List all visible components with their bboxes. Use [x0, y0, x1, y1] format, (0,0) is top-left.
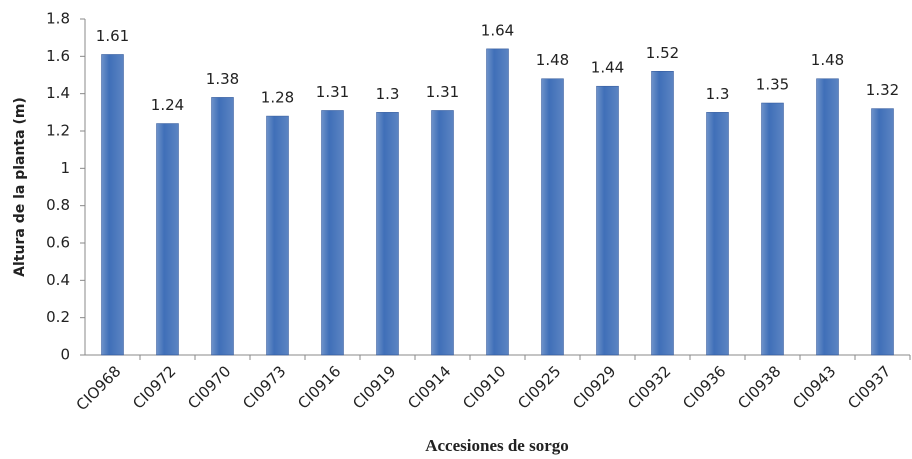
x-tick-label: CI0936 — [679, 362, 729, 412]
y-tick-label: 0 — [60, 346, 70, 364]
bar — [816, 78, 839, 356]
x-tick-label: CI0910 — [459, 362, 509, 412]
x-tick-label: CI0937 — [844, 362, 894, 412]
bar — [321, 110, 344, 356]
bar — [486, 48, 509, 356]
bar — [266, 115, 289, 356]
x-tick-label: CI0929 — [569, 362, 619, 412]
x-tick-label: CI0925 — [514, 362, 564, 412]
y-axis-title: Altura de la planta (m) — [12, 97, 28, 277]
bar — [211, 97, 234, 356]
bar — [706, 112, 729, 356]
value-label: 1.24 — [151, 96, 184, 114]
y-tick-label: 1.2 — [46, 122, 70, 140]
x-tick-label: CI0916 — [294, 362, 344, 412]
x-tick-label: CI0973 — [239, 362, 289, 412]
value-label: 1.64 — [481, 21, 514, 39]
y-tick-label: 0.6 — [46, 234, 70, 252]
y-tick-label: 1.6 — [46, 47, 70, 65]
value-label: 1.31 — [426, 83, 459, 101]
value-label: 1.48 — [536, 51, 569, 69]
x-tick-label: CI0972 — [129, 362, 179, 412]
x-tick-label: CIO968 — [73, 362, 125, 414]
value-label: 1.31 — [316, 83, 349, 101]
value-label: 1.44 — [591, 59, 624, 77]
value-label: 1.35 — [756, 76, 789, 94]
bar — [596, 85, 619, 356]
value-label: 1.3 — [706, 85, 730, 103]
x-tick-label: CI0919 — [349, 362, 399, 412]
x-tick-label: CI0943 — [789, 362, 839, 412]
value-label: 1.38 — [206, 70, 239, 88]
bar — [651, 71, 674, 356]
x-tick-label: CI0938 — [734, 362, 784, 412]
x-tick-label: CI0970 — [184, 362, 234, 412]
x-axis-title: Accesiones de sorgo — [425, 436, 569, 455]
y-tick-label: 1.4 — [46, 84, 70, 102]
bar — [101, 54, 124, 356]
value-label: 1.3 — [376, 85, 400, 103]
bar — [761, 102, 784, 356]
bar — [156, 123, 179, 356]
y-tick-label: 0.8 — [46, 196, 70, 214]
bar — [376, 112, 399, 356]
value-label: 1.28 — [261, 89, 294, 107]
value-label: 1.48 — [811, 51, 844, 69]
bar — [541, 78, 564, 356]
value-label: 1.52 — [646, 44, 679, 62]
y-tick-label: 0.4 — [46, 271, 70, 289]
value-label: 1.61 — [96, 27, 129, 45]
x-tick-label: CI0914 — [404, 362, 454, 412]
y-tick-label: 1 — [60, 159, 70, 177]
value-label: 1.32 — [866, 81, 899, 99]
y-tick-label: 1.8 — [46, 10, 70, 28]
y-tick-label: 0.2 — [46, 308, 70, 326]
bar — [431, 110, 454, 356]
bar — [871, 108, 894, 356]
x-tick-label: CI0932 — [624, 362, 674, 412]
